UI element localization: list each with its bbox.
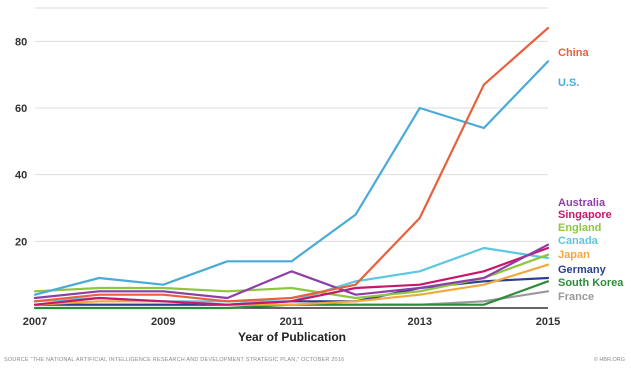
series-line-singapore [33, 246, 550, 306]
legend-label: France [558, 291, 594, 303]
series-line-japan [33, 263, 550, 306]
legend-label: Germany [558, 264, 607, 276]
legend-label: China [558, 47, 589, 59]
gridlines [35, 7, 548, 309]
x-tick-label: 2007 [23, 316, 47, 328]
legend-label: Australia [558, 197, 606, 209]
legend-label: U.S. [558, 77, 579, 89]
series-line-china [33, 26, 550, 303]
legend-label: South Korea [558, 277, 624, 289]
y-tick-label: 80 [15, 36, 27, 48]
legend-label: Canada [558, 235, 599, 247]
x-tick-label: 2013 [408, 316, 432, 328]
x-axis-title: Year of Publication [238, 330, 346, 344]
x-tick-label: 2009 [151, 316, 175, 328]
credit-note: © HBR.ORG [593, 357, 625, 363]
x-tick-label: 2015 [536, 316, 560, 328]
legend-label: Japan [558, 249, 590, 261]
series-line-u-s [33, 60, 550, 296]
x-tick-label: 2011 [280, 316, 304, 328]
y-tick-label: 60 [15, 103, 27, 115]
y-tick-label: 40 [15, 170, 27, 182]
x-axis-ticks: 2007 2009 2011 2013 2015 [23, 316, 560, 328]
legend: China U.S. AustraliaSingaporeEnglandCanada… [558, 47, 624, 303]
series-lines [33, 26, 550, 310]
y-axis-ticks: 20 40 60 80 [15, 36, 27, 248]
legend-label: England [558, 222, 601, 234]
source-note: SOURCE "THE NATIONAL ARTIFICIAL INTELLIG… [4, 357, 345, 363]
legend-label: Singapore [558, 209, 612, 221]
y-tick-label: 20 [15, 236, 27, 248]
series-line-australia [33, 243, 550, 300]
